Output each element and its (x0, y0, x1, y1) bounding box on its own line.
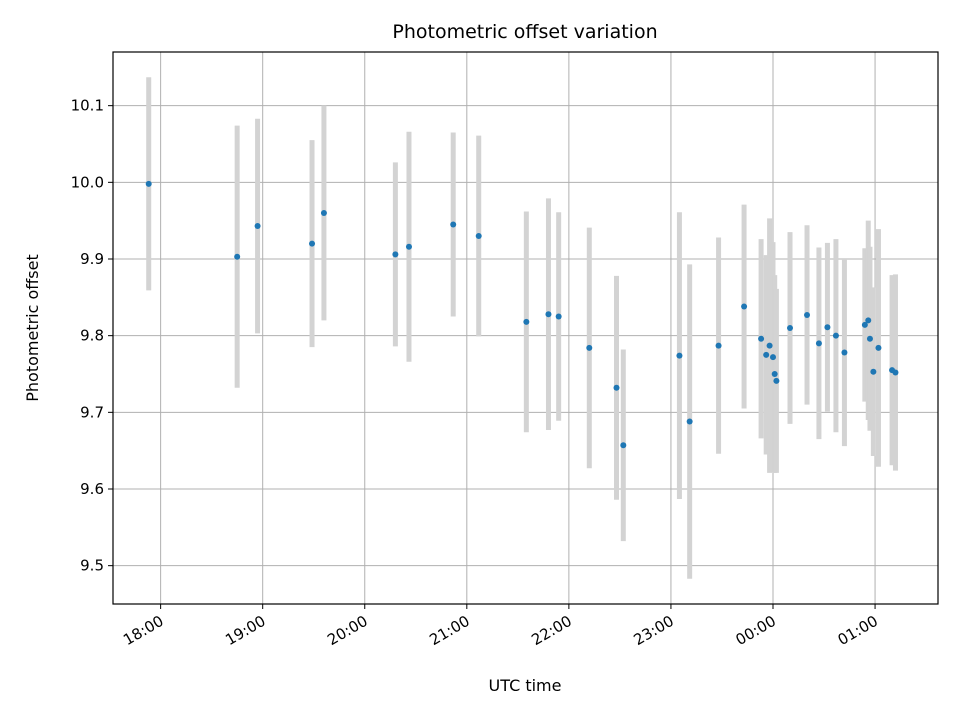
data-point (771, 371, 778, 377)
data-points (145, 180, 899, 449)
data-point (861, 321, 868, 328)
data-point (824, 324, 831, 331)
data-point (763, 351, 770, 358)
data-point (865, 317, 872, 324)
y-tick-label: 10.0 (71, 173, 104, 191)
data-point (892, 369, 899, 376)
x-axis-label: UTC time (489, 676, 562, 695)
y-tick-label: 9.7 (80, 403, 104, 421)
data-point (676, 352, 683, 359)
data-point (741, 303, 748, 310)
data-point (586, 344, 593, 351)
data-point (320, 210, 327, 216)
data-point (254, 223, 261, 230)
data-point (309, 240, 316, 247)
data-point (613, 384, 620, 391)
data-point (555, 313, 562, 320)
plot-frame (112, 51, 939, 605)
data-point (715, 342, 722, 349)
data-point (804, 311, 811, 318)
data-point (475, 233, 482, 239)
data-point (870, 368, 877, 375)
y-axis-label: Photometric offset (23, 254, 42, 402)
data-point (686, 418, 693, 425)
y-tick-label: 9.8 (80, 327, 104, 345)
data-point (234, 253, 241, 260)
data-point (773, 377, 780, 384)
data-point (787, 325, 794, 331)
data-point (770, 354, 776, 361)
chart-title: Photometric offset variation (392, 21, 657, 43)
data-point (145, 180, 152, 187)
data-point (450, 221, 457, 228)
data-point (766, 342, 773, 349)
data-point (758, 335, 765, 342)
data-point (545, 311, 552, 318)
y-tick-label: 9.5 (80, 557, 104, 575)
data-point (392, 251, 399, 258)
y-tick-label: 9.6 (80, 480, 104, 498)
data-point (620, 442, 627, 449)
data-point (875, 344, 882, 351)
data-point (523, 318, 530, 325)
y-tick-label: 10.1 (71, 97, 104, 115)
data-point (866, 335, 873, 342)
data-point (405, 243, 412, 250)
data-point (815, 340, 822, 347)
y-tick-label: 9.9 (80, 250, 104, 268)
data-point (841, 349, 848, 356)
y-axis: 9.5 9.6 9.7 9.8 9.9 10.0 10.1 (71, 97, 113, 575)
data-point (832, 332, 839, 339)
